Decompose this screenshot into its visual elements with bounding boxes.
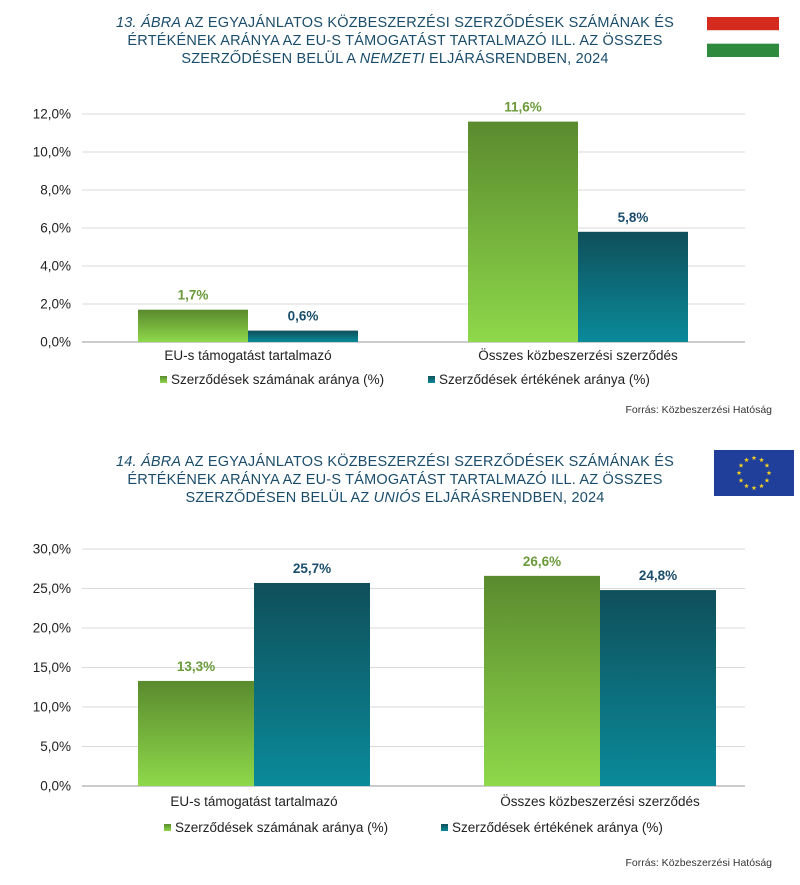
- chart1-title-line1: az egyajánlatos közbeszerzési szerződése…: [184, 15, 674, 31]
- eu-star-icon: [736, 470, 742, 476]
- y-tick-label: 5,0%: [40, 739, 71, 754]
- y-tick-label: 8,0%: [40, 183, 71, 198]
- legend-swatch: [428, 376, 435, 383]
- eu-star-icon: [744, 483, 749, 489]
- chart1-title-line2: értékének aránya az EU-s támogatást tart…: [127, 33, 663, 49]
- eu-star-icon: [744, 457, 749, 463]
- y-tick-label: 15,0%: [33, 660, 71, 675]
- chart2-title-line3b: eljárásrendben, 2024: [424, 490, 605, 506]
- y-tick-label: 20,0%: [33, 621, 71, 636]
- legend-entry: Szerződések értékének aránya (%): [452, 820, 663, 835]
- bar-series1-cat1: [578, 231, 688, 342]
- hungarian-flag-icon: [707, 17, 779, 57]
- y-tick-label: 0,0%: [40, 335, 71, 350]
- y-tick-label: 0,0%: [40, 779, 71, 794]
- bar-series1-cat0: [248, 330, 358, 342]
- chart2-title: 14. ábra az egyajánlatos közbeszerzési s…: [100, 453, 690, 507]
- legend-entry: Szerződések számának aránya (%): [171, 372, 384, 387]
- data-label: 5,8%: [618, 210, 649, 225]
- chart1-title: 13. ábra az egyajánlatos közbeszerzési s…: [100, 14, 690, 68]
- chart1-title-line3-italic: nemzeti: [359, 51, 425, 67]
- chart1-title-prefix: 13. ábra: [116, 15, 182, 31]
- bar-series1-cat1: [600, 590, 716, 786]
- bar-series0-cat1: [484, 575, 600, 786]
- y-tick-label: 4,0%: [40, 259, 71, 274]
- chart1-plot: 0,0% 2,0% 4,0% 6,0% 8,0% 10,0% 12,0% 1,7% 11,6% 0…: [33, 100, 745, 387]
- y-tick-label: 12,0%: [33, 107, 71, 122]
- category-label: EU-s támogatást tartalmazó: [170, 794, 337, 809]
- bar-series1-cat0: [254, 582, 370, 786]
- bar-series0-cat1: [468, 121, 578, 342]
- eu-flag-icon: [714, 450, 794, 496]
- chart2-title-prefix: 14. ábra: [116, 454, 182, 470]
- chart2-title-line1: az egyajánlatos közbeszerzési szerződése…: [184, 454, 674, 470]
- data-label: 25,7%: [293, 561, 331, 576]
- eu-star-icon: [759, 483, 764, 489]
- eu-star-icon: [738, 477, 744, 483]
- chart1-title-line3b: eljárásrendben, 2024: [428, 51, 609, 67]
- category-label: Összes közbeszerzési szerződés: [500, 794, 700, 809]
- eu-star-icon: [751, 485, 757, 491]
- eu-star-icon: [766, 470, 772, 476]
- y-tick-label: 25,0%: [33, 581, 71, 596]
- y-tick-label: 30,0%: [33, 542, 71, 557]
- data-label: 1,7%: [178, 288, 209, 303]
- legend-swatch: [160, 376, 167, 383]
- chart2-title-line3a: szerződésen belül az: [185, 490, 370, 506]
- eu-star-icon: [751, 455, 757, 461]
- eu-star-icon: [759, 457, 764, 463]
- y-tick-label: 6,0%: [40, 221, 71, 236]
- data-label: 24,8%: [639, 568, 677, 583]
- legend-entry: Szerződések számának aránya (%): [175, 820, 388, 835]
- data-label: 11,6%: [504, 100, 542, 115]
- eu-star-icon: [764, 462, 770, 468]
- eu-star-icon: [764, 477, 770, 483]
- chart2-title-line2: értékének aránya az EU-s támogatást tart…: [127, 472, 663, 488]
- data-label: 13,3%: [177, 659, 215, 674]
- chart1-title-line3a: szerződésen belül a: [181, 51, 356, 67]
- y-tick-label: 2,0%: [40, 297, 71, 312]
- chart2-title-line3-italic: uniós: [373, 490, 421, 506]
- data-label: 26,6%: [523, 554, 561, 569]
- data-label: 0,6%: [288, 309, 319, 324]
- chart1-source: Forrás: Közbeszerzési Hatóság: [625, 404, 772, 416]
- eu-star-icon: [738, 462, 744, 468]
- chart2-source: Forrás: Közbeszerzési Hatóság: [625, 857, 772, 869]
- legend-swatch: [164, 824, 171, 831]
- legend-entry: Szerződések értékének aránya (%): [439, 372, 650, 387]
- category-label: Összes közbeszerzési szerződés: [478, 348, 678, 363]
- y-tick-label: 10,0%: [33, 145, 71, 160]
- category-label: EU-s támogatást tartalmazó: [164, 348, 331, 363]
- bar-series0-cat0: [138, 680, 254, 786]
- bar-series0-cat0: [138, 309, 248, 342]
- y-tick-label: 10,0%: [33, 700, 71, 715]
- legend-swatch: [441, 824, 448, 831]
